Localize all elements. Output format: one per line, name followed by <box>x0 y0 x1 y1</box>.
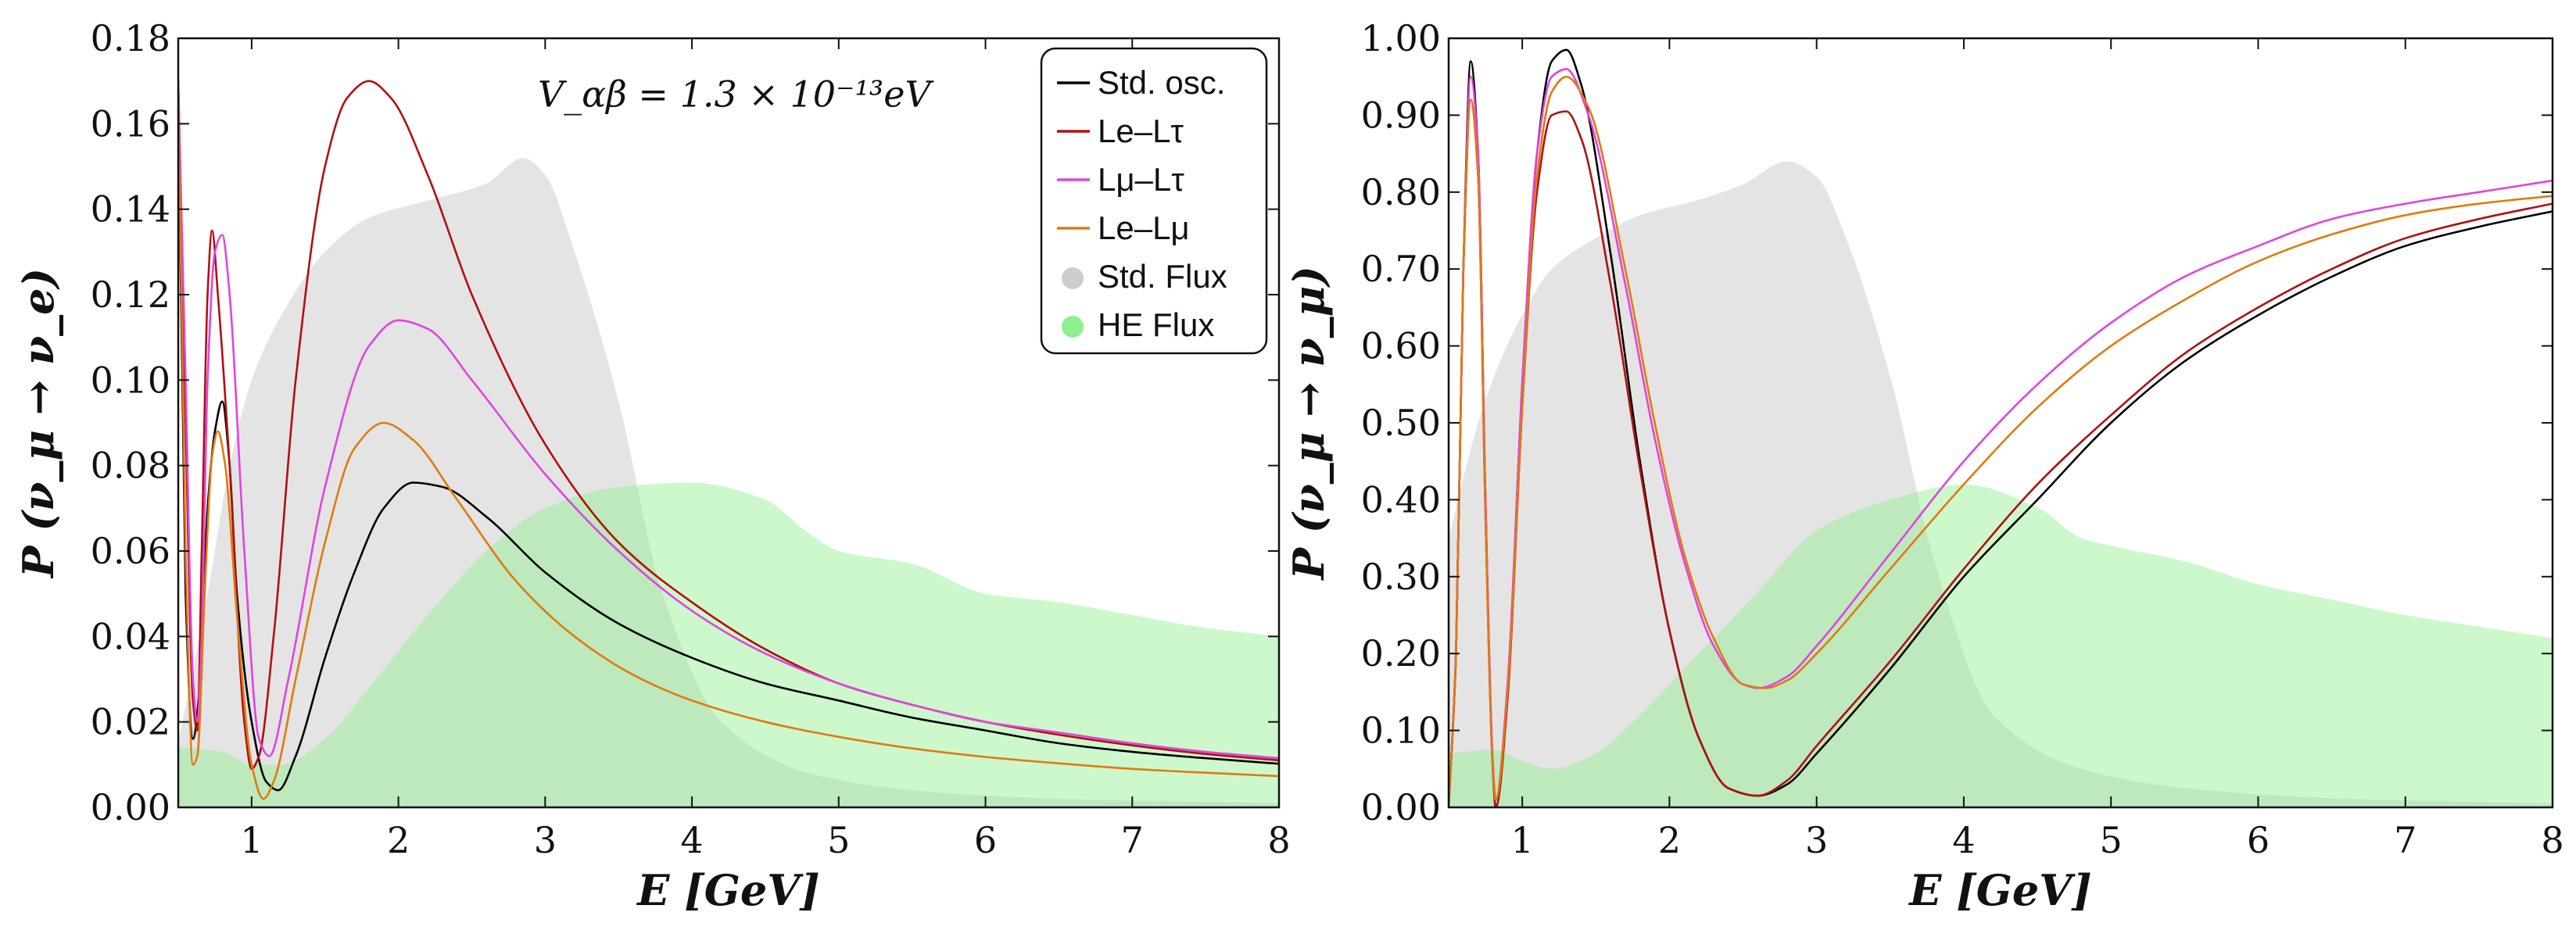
plot-frame-left <box>177 37 1281 809</box>
panel-right: 1 2 3 4 5 6 7 8 0.00 0.10 0.20 0.30 0.40 0.50 0.60 0.70… <box>1284 17 2564 915</box>
x-axis-title: E [GeV] <box>636 865 819 915</box>
series-line-3-right <box>1449 75 2553 807</box>
legend-box <box>1040 47 1268 355</box>
y-tick-label: 1.00 <box>1361 17 1441 59</box>
x-tick-label: 3 <box>1805 819 1828 861</box>
y-axis-title: P (ν_μ → ν_e) <box>13 268 63 579</box>
x-tick-label: 5 <box>2100 819 2123 861</box>
annotation-potential: V_αβ = 1.3 × 10⁻¹³eV <box>538 73 935 115</box>
x-tick-label: 2 <box>1658 819 1681 861</box>
x-tick-label: 1 <box>1510 819 1533 861</box>
y-tick-label: 0.80 <box>1361 171 1441 213</box>
y-tick-label: 0.08 <box>91 445 170 487</box>
series-line-3-left <box>178 81 1279 800</box>
legend-label: Le–Lμ <box>1098 209 1190 246</box>
y-tick-label: 0.00 <box>91 786 170 828</box>
y-tick-label: 0.30 <box>1361 556 1441 598</box>
x-tick-label: 7 <box>2394 819 2417 861</box>
y-tick-label: 0.00 <box>1361 786 1441 828</box>
y-tick-label: 0.02 <box>91 701 170 743</box>
std-flux-area-right <box>1449 161 2553 807</box>
y-tick-label: 0.14 <box>91 188 170 231</box>
y-tick-label: 0.10 <box>91 359 170 401</box>
series-line-2-right <box>1449 68 2553 807</box>
y-axis-title: P (ν_μ → ν_μ) <box>1284 266 1334 581</box>
legend-label: Std. osc. <box>1098 64 1225 101</box>
y-tick-label: 0.04 <box>91 615 170 657</box>
legend: Std. osc. Le–Lτ Lμ–Lτ Le–Lμ Std. Flux HE Flux <box>1040 47 1268 355</box>
legend-label: Le–Lτ <box>1098 113 1184 149</box>
legend-label: HE Flux <box>1098 306 1214 343</box>
y-tick-label: 0.70 <box>1361 248 1441 290</box>
x-axis-title: E [GeV] <box>1908 865 2091 915</box>
std-flux-area-left <box>178 158 1279 807</box>
y-tick-label: 0.12 <box>91 274 170 316</box>
x-tick-label: 4 <box>1952 819 1975 861</box>
x-tick-label: 5 <box>827 819 850 861</box>
legend-swatch-dot <box>1062 316 1084 338</box>
x-tick-label: 1 <box>240 819 263 861</box>
y-tick-label: 0.20 <box>1361 632 1441 674</box>
x-tick-label: 4 <box>680 819 703 861</box>
x-tick-label: 3 <box>534 819 557 861</box>
x-tick-label: 8 <box>2541 819 2563 861</box>
x-tick-label: 6 <box>974 819 997 861</box>
he-flux-area-right <box>1449 484 2553 807</box>
x-tick-label: 6 <box>2247 819 2270 861</box>
y-tick-label: 0.16 <box>91 102 170 145</box>
y-tick-label: 0.40 <box>1361 478 1441 521</box>
y-tick-label: 0.60 <box>1361 325 1441 367</box>
legend-swatch-dot <box>1062 267 1084 289</box>
legend-label: Lμ–Lτ <box>1098 161 1184 198</box>
y-tick-label: 0.50 <box>1361 402 1441 444</box>
x-tick-label: 2 <box>387 819 410 861</box>
plot-area-right <box>1449 48 2553 807</box>
y-tick-label: 0.06 <box>91 530 170 572</box>
y-tick-label: 0.18 <box>91 17 170 59</box>
x-tick-label: 8 <box>1267 819 1290 861</box>
y-tick-label: 0.10 <box>1361 710 1441 752</box>
series-line-2-left <box>178 81 1279 760</box>
plot-area-left <box>178 80 1279 807</box>
panel-left: 1 2 3 4 5 6 7 8 0.00 0.02 0.04 0.06 0.08 0.10 0.12 0.14… <box>13 17 1291 915</box>
legend-label: Std. Flux <box>1098 258 1227 295</box>
x-tick-label: 7 <box>1121 819 1144 861</box>
y-tick-label: 0.90 <box>1361 94 1441 136</box>
